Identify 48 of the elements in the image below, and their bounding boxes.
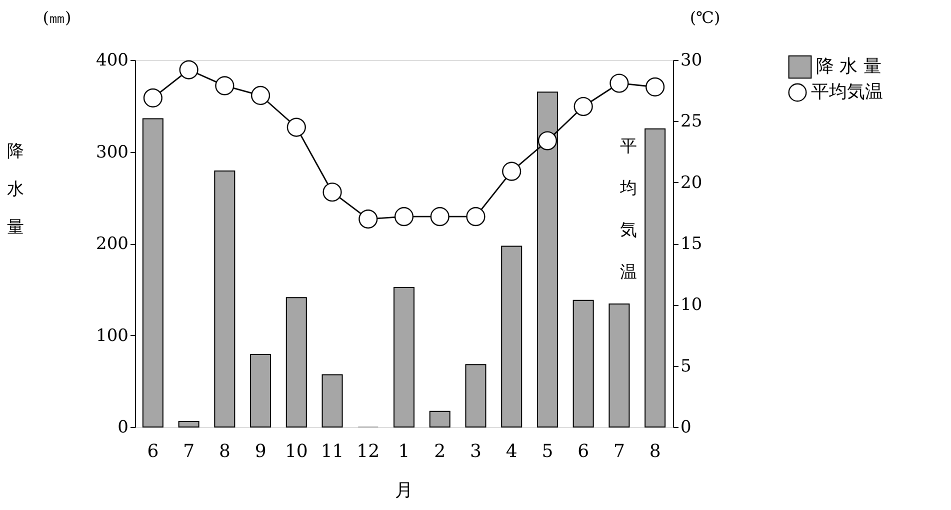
y2-tick-label: 10: [680, 295, 702, 316]
text: (㎜): [42, 8, 72, 27]
bar: [250, 354, 272, 428]
bar: [286, 297, 307, 428]
y-tick-label: 300: [96, 142, 128, 162]
bar: [178, 420, 200, 428]
x-tick-label: 8: [649, 441, 661, 462]
y-tick-label: 200: [96, 234, 128, 254]
y2-tick-label: 25: [680, 112, 702, 132]
x-tick-label: 9: [254, 441, 266, 462]
y2-tick-label: 20: [680, 172, 702, 193]
y-tick-label: 0: [118, 418, 128, 438]
x-tick-label: 3: [470, 441, 482, 462]
y2-tick-label: 5: [680, 356, 692, 376]
point: [538, 131, 558, 150]
bar: [142, 118, 164, 428]
x-tick-label: 8: [218, 441, 230, 462]
bar: [214, 170, 236, 428]
bar: [572, 300, 594, 428]
y2-tick-label: 15: [680, 234, 702, 254]
x-tick-label: 2: [434, 441, 446, 462]
bar: [465, 364, 486, 428]
bar: [429, 410, 450, 428]
bar: [644, 128, 666, 428]
text: (℃): [690, 8, 720, 27]
bar: [322, 374, 343, 428]
bar: [501, 246, 522, 428]
y-axis-title: 降水量: [7, 142, 24, 238]
bar: [608, 304, 630, 428]
bar: [394, 287, 414, 428]
text: 平均気温: [620, 136, 637, 282]
x-tick-label: 6: [147, 441, 159, 462]
x-tick-label: 10: [284, 441, 308, 462]
x-tick-label: 12: [356, 441, 380, 462]
x-tick-label: 4: [506, 441, 518, 462]
legend-label: 平均気温: [811, 82, 883, 102]
y2-tick-label: 0: [680, 418, 692, 438]
y-tick-label: 100: [96, 326, 128, 346]
x-tick-label: 11: [320, 441, 344, 462]
x-tick-label: 7: [613, 441, 625, 462]
x-tick-label: 1: [398, 441, 410, 462]
x-tick-label: 7: [183, 441, 195, 462]
y2-tick-label: 30: [680, 50, 702, 70]
y-tick-label: 400: [96, 50, 128, 70]
x-axis-title: 月: [395, 480, 413, 501]
x-tick-label: 6: [578, 441, 590, 462]
x-tick-label: 5: [542, 441, 554, 462]
legend-label: 降 水 量: [816, 56, 882, 77]
